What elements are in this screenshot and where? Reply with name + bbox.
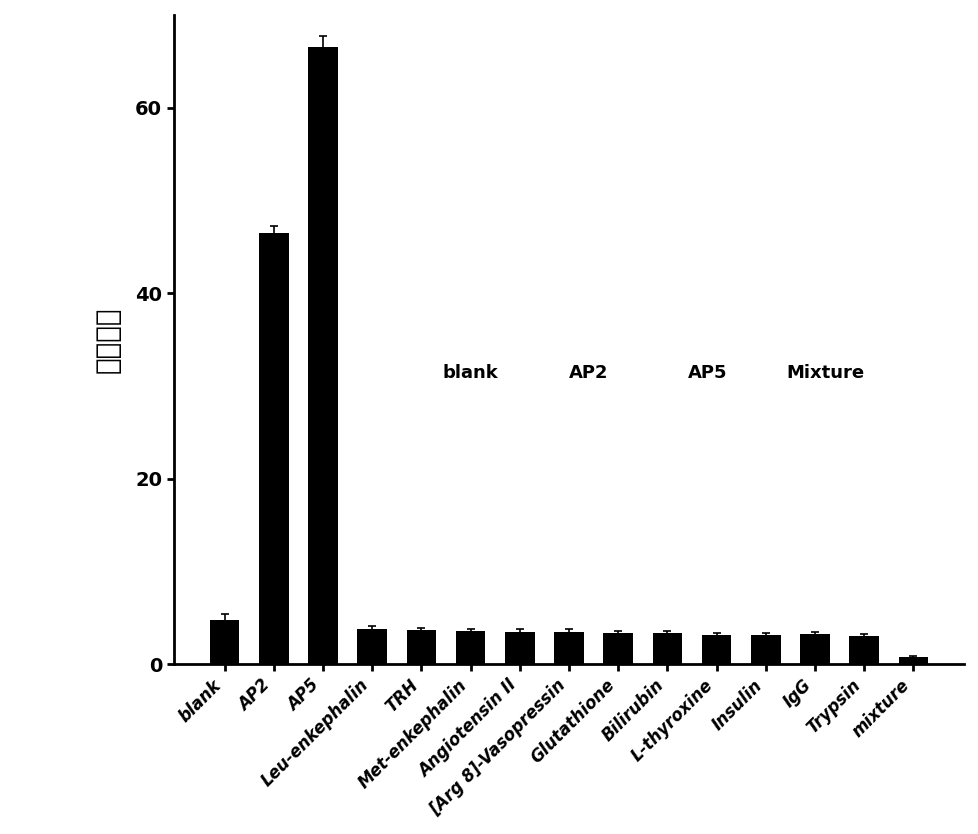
Bar [701, 635, 731, 664]
Point [651, 449, 667, 462]
Text: Mixture: Mixture [786, 364, 864, 382]
Point [533, 403, 549, 416]
Bar [357, 629, 386, 664]
Bar [259, 233, 289, 664]
Bar [849, 636, 878, 664]
Bar [209, 620, 240, 664]
Text: AP2: AP2 [568, 364, 608, 382]
Bar [799, 634, 829, 664]
Point [628, 449, 644, 462]
Point [628, 403, 644, 416]
Text: blank: blank [442, 364, 498, 382]
Bar [554, 632, 583, 664]
Bar [602, 633, 633, 664]
Point [510, 403, 525, 416]
Bar [505, 632, 534, 664]
Bar [898, 657, 927, 664]
Y-axis label: 荧光强度: 荧光强度 [93, 306, 121, 373]
Text: AP5: AP5 [687, 364, 727, 382]
Point [651, 403, 667, 416]
Bar [750, 635, 779, 664]
Bar [456, 631, 485, 664]
Bar [308, 48, 337, 664]
Bar [406, 630, 436, 664]
Bar [652, 633, 682, 664]
